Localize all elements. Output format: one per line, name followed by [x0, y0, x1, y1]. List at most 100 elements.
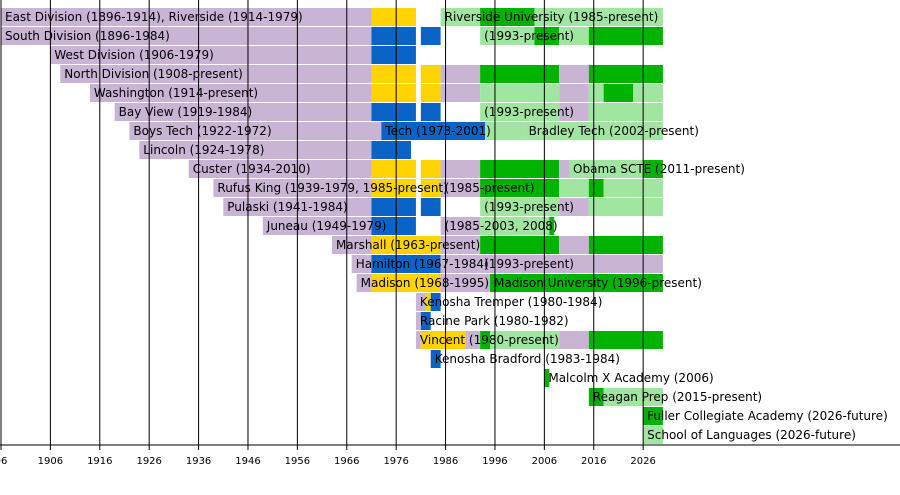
segment	[480, 198, 560, 216]
segment-label: Bay View (1919-1984)	[119, 105, 253, 119]
segment-label: Riverside University (1985-present)	[445, 10, 659, 24]
segment-label: (1985-2003, 2008)	[445, 219, 558, 233]
segment	[371, 141, 411, 159]
segment	[262, 217, 372, 235]
segment	[485, 122, 525, 140]
segment	[371, 84, 416, 102]
segment-label: School of Languages (2026-future)	[647, 428, 856, 442]
segment	[588, 179, 604, 197]
segment-label: Fuller Collegiate Academy (2026-future)	[647, 409, 888, 423]
segment	[129, 122, 382, 140]
segment	[633, 84, 663, 102]
segment-label: Lincoln (1924-1978)	[143, 143, 264, 157]
segment	[420, 27, 441, 45]
segment	[559, 65, 589, 83]
segment	[1, 8, 372, 26]
x-tick-label: 1986	[433, 456, 458, 467]
segment	[425, 293, 431, 311]
segment	[371, 103, 416, 121]
segment	[480, 103, 560, 121]
segment	[643, 160, 663, 178]
segment	[480, 217, 550, 235]
segment	[50, 46, 372, 64]
segment	[480, 255, 663, 273]
segment	[430, 350, 441, 368]
x-tick-label: 1946	[235, 456, 260, 467]
segment	[559, 198, 589, 216]
segment	[371, 255, 441, 273]
x-tick-label: 2006	[532, 456, 557, 467]
segment	[89, 84, 372, 102]
x-tick-label: 1916	[87, 456, 112, 467]
segment-label: West Division (1906-1979)	[54, 48, 213, 62]
segment	[139, 141, 372, 159]
segment	[371, 198, 416, 216]
segment-label: Vincent (1980-present)	[420, 333, 559, 347]
segment	[440, 255, 481, 273]
segment-label: (1993-present)	[484, 257, 574, 271]
x-tick-label: 1966	[334, 456, 359, 467]
segment	[603, 84, 634, 102]
segment	[371, 179, 416, 197]
segment	[480, 179, 560, 197]
segment	[588, 103, 663, 121]
segment	[440, 217, 481, 235]
segment	[588, 27, 663, 45]
segment-label: North Division (1908-present)	[64, 67, 243, 81]
segment	[588, 65, 663, 83]
segment	[371, 217, 416, 235]
segment-label: Malcolm X Academy (2006)	[548, 371, 713, 385]
segment-label: Pulaski (1941-1984)	[227, 200, 347, 214]
segment-label: Racine Park (1980-1982)	[420, 314, 569, 328]
segment	[440, 65, 481, 83]
segment	[559, 27, 589, 45]
segment	[534, 8, 663, 26]
segment	[60, 65, 372, 83]
segment	[559, 331, 589, 349]
segment-label: South Division (1896-1984)	[5, 29, 170, 43]
segment	[371, 236, 441, 254]
segment	[559, 179, 589, 197]
segment	[371, 274, 441, 292]
segment	[603, 388, 663, 406]
segment-label: (1993-present)	[484, 29, 574, 43]
segment	[351, 255, 372, 273]
segment	[188, 160, 372, 178]
bars	[1, 8, 663, 444]
segment	[420, 179, 441, 197]
segment-label: Tech (1973-2001)	[384, 124, 490, 138]
segment-label: Custer (1934-2010)	[193, 162, 311, 176]
segment-label: Obama SCTE (2011-present)	[573, 162, 745, 176]
x-tick-label: 96	[0, 456, 7, 467]
segment	[588, 236, 663, 254]
segment	[569, 160, 644, 178]
segment	[559, 236, 589, 254]
segment	[490, 331, 560, 349]
segment-label: Rufus King (1939-1979, 1985-present)	[217, 181, 447, 195]
segment-label: (1985-present)	[445, 181, 535, 195]
segment	[420, 312, 431, 330]
segment-label: Kenosha Tremper (1980-1984)	[420, 295, 602, 309]
segment	[371, 160, 416, 178]
x-tick-label: 1976	[383, 456, 408, 467]
segment	[440, 84, 481, 102]
segment	[420, 160, 441, 178]
segment	[643, 407, 663, 425]
segment	[420, 331, 466, 349]
segment	[480, 65, 560, 83]
segment	[480, 236, 560, 254]
x-tick-label: 1996	[482, 456, 507, 467]
segment	[480, 8, 535, 26]
segment	[440, 274, 491, 292]
segment	[588, 388, 604, 406]
segment	[480, 331, 491, 349]
segment	[371, 8, 416, 26]
segment	[480, 160, 560, 178]
segment	[420, 198, 441, 216]
segment	[588, 198, 663, 216]
x-tick-label: 1936	[186, 456, 211, 467]
x-tick-label: 2026	[630, 456, 655, 467]
segment-label: Madison (1968-1995)	[361, 276, 489, 290]
